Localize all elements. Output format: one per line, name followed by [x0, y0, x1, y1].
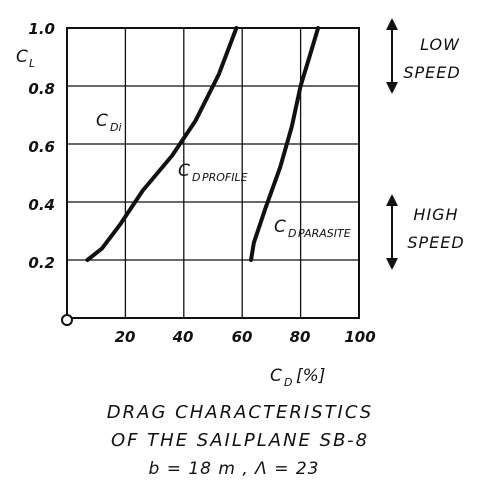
grid [67, 28, 359, 318]
y-axis-label: C L [16, 47, 35, 70]
caption-line1: DRAG CHARACTERISTICS [107, 402, 373, 423]
low-speed-line1: LOW [420, 35, 460, 54]
x-tick-label-4: 80 [290, 328, 311, 346]
high-speed-arrow-up-icon [386, 194, 398, 206]
x-axis-subscript: D [284, 376, 292, 389]
series-group [85, 26, 321, 262]
profile-label-symbol: C [178, 161, 190, 181]
x-axis-unit: [%] [296, 366, 325, 386]
high-speed-line2: SPEED [407, 233, 464, 252]
y-tick-label-3: 0.6 [28, 138, 55, 156]
x-tick-label-5: 100 [344, 328, 375, 346]
low-speed-arrow-up-icon [386, 18, 398, 30]
parasite-label-subscript: D [288, 227, 296, 240]
x-tick-label-2: 40 [172, 328, 194, 346]
y-axis-subscript: L [29, 57, 35, 70]
x-axis-symbol: C [270, 366, 282, 386]
low-speed-annotation: LOW SPEED [386, 18, 460, 94]
y-tick-label-1: 1.0 [28, 20, 55, 38]
y-tick-label-5: 0.2 [28, 254, 55, 272]
x-tick-label-3: 60 [232, 328, 253, 346]
origin-marker [61, 314, 73, 326]
cdi-label-symbol: C [96, 111, 108, 131]
low-speed-arrow-down-icon [386, 82, 398, 94]
y-tick-labels: 1.0 0.8 0.6 0.4 0.2 [28, 20, 55, 272]
cdi-label-subscript: Di [110, 121, 122, 134]
parasite-label: C D PARASITE [274, 217, 351, 240]
x-tick-label-1: 20 [115, 328, 136, 346]
high-speed-line1: HIGH [413, 205, 458, 224]
caption: DRAG CHARACTERISTICS OF THE SAILPLANE SB… [107, 402, 373, 479]
profile-label: C D PROFILE [178, 161, 248, 184]
caption-line2: OF THE SAILPLANE SB-8 [111, 430, 369, 451]
high-speed-arrow-down-icon [386, 258, 398, 270]
y-axis-symbol: C [16, 47, 28, 67]
cdi-label: C Di [96, 111, 122, 134]
x-axis-label: C D [%] [270, 366, 325, 389]
series-line-1 [85, 26, 239, 262]
parasite-label-symbol: C [274, 217, 286, 237]
caption-line3: b = 18 m , Λ = 23 [149, 459, 320, 479]
parasite-label-tail: PARASITE [298, 227, 351, 240]
y-tick-label-2: 0.8 [28, 80, 55, 98]
profile-label-tail: PROFILE [202, 171, 248, 184]
low-speed-line2: SPEED [403, 63, 460, 82]
x-tick-labels: 20 40 60 80 100 [115, 328, 376, 346]
y-tick-label-4: 0.4 [28, 196, 55, 214]
plot-frame [66, 27, 360, 319]
series-line-2 [249, 26, 321, 262]
high-speed-annotation: HIGH SPEED [386, 194, 464, 270]
profile-label-subscript: D [192, 171, 200, 184]
